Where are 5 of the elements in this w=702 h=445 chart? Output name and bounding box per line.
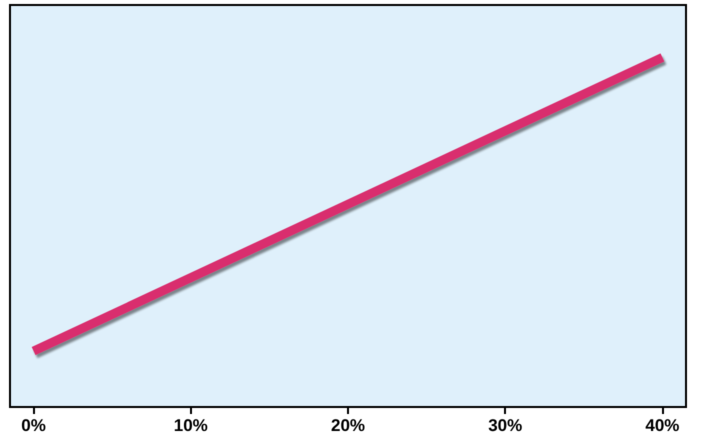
x-tick-label: 0% [21, 416, 46, 435]
x-tick-label: 10% [174, 416, 208, 435]
x-tick-label: 40% [645, 416, 680, 435]
x-tick-label: 20% [330, 416, 366, 435]
x-tick-label: 30% [488, 416, 522, 435]
